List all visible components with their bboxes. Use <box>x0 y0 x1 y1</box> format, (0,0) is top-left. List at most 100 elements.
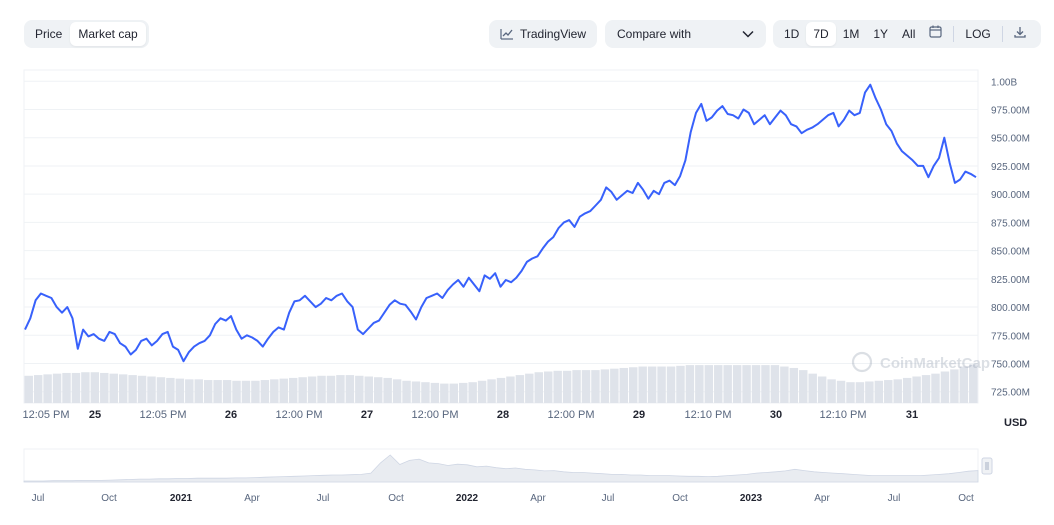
volume-bar <box>562 370 572 403</box>
volume-bar <box>742 365 751 403</box>
range-1m[interactable]: 1M <box>842 27 860 41</box>
volume-bar <box>666 366 676 403</box>
coinmarketcap-logo: CoinMarketCap <box>851 351 990 373</box>
volume-bar <box>629 367 638 403</box>
volume-bar <box>194 379 203 403</box>
x-tick-label: 29 <box>633 409 645 421</box>
volume-bar <box>317 375 326 403</box>
volume-bar <box>251 380 260 403</box>
volume-bar <box>52 373 62 403</box>
range-1d[interactable]: 1D <box>784 27 800 41</box>
compare-with-select[interactable]: Compare with <box>605 20 766 48</box>
volume-bar <box>100 372 109 403</box>
navigator-handle[interactable] <box>981 457 993 475</box>
y-tick-label: 925.00M <box>991 162 1030 173</box>
market-cap-line <box>24 83 977 363</box>
volume-bar <box>147 376 156 403</box>
navigator-tick-label: Oct <box>101 493 117 504</box>
volume-bar <box>619 367 629 403</box>
volume-bar <box>600 369 610 403</box>
tradingview-button[interactable]: TradingView <box>489 20 597 48</box>
volume-bar <box>940 371 950 403</box>
volume-bar <box>817 376 827 403</box>
x-tick-label: 31 <box>906 409 918 421</box>
volume-bar <box>440 383 449 403</box>
y-axis: 1.00B 975.00M 950.00M 925.00M 900.00M 875.00M… <box>991 77 1030 398</box>
volume-bar <box>298 377 307 403</box>
range-all[interactable]: All <box>902 27 916 41</box>
volume-bar <box>279 378 288 403</box>
volume-bar <box>449 383 458 403</box>
volume-bar <box>855 382 865 403</box>
volume-bar <box>685 365 695 403</box>
y-tick-label: 975.00M <box>991 106 1030 117</box>
volume-bar <box>326 375 336 403</box>
x-tick-label: 27 <box>361 409 373 421</box>
navigator-area <box>23 448 979 483</box>
navigator-tick-label: Jul <box>32 493 45 504</box>
volume-bar <box>714 365 723 403</box>
volume-bar <box>222 380 232 403</box>
market-cap-tab[interactable]: Market cap <box>70 22 146 46</box>
range-1y[interactable]: 1Y <box>873 27 889 41</box>
chevron-down-icon <box>742 30 754 38</box>
volume-bar <box>921 375 931 403</box>
plot-frame <box>23 69 979 404</box>
download-icon <box>1014 26 1026 38</box>
y-tick-label: 850.00M <box>991 247 1030 258</box>
range-7d[interactable]: 7D <box>806 22 836 46</box>
volume-bar <box>544 371 553 403</box>
x-tick-label: 12:05 PM <box>22 409 69 421</box>
y-tick-label: 750.00M <box>991 359 1030 370</box>
volume-bar <box>468 382 477 403</box>
volume-bar <box>732 365 742 403</box>
volume-bar <box>392 379 402 403</box>
volume-bar <box>581 370 591 403</box>
navigator-tick-label: 2023 <box>740 493 763 504</box>
navigator-tick-label: Jul <box>888 493 901 504</box>
volume-bar <box>695 365 704 403</box>
volume-bar <box>411 381 421 403</box>
log-scale-toggle[interactable]: LOG <box>965 27 991 41</box>
volume-bar <box>430 382 440 403</box>
volume-bar <box>24 375 33 403</box>
range-navigator[interactable]: Jul Oct 2021 Apr Jul Oct 2022 Apr Jul Oct 2023 Apr J… <box>0 446 1054 516</box>
volume-bar <box>610 368 619 403</box>
price-line <box>24 83 977 363</box>
volume-bar <box>62 372 71 403</box>
volume-bar <box>383 377 392 403</box>
volume-bar <box>969 364 978 403</box>
volume-bar <box>307 376 317 403</box>
volume-bar <box>761 365 770 403</box>
volume-bar <box>185 379 194 403</box>
navigator-tick-label: Oct <box>672 493 688 504</box>
download-button[interactable] <box>1007 22 1033 46</box>
calendar-button[interactable] <box>922 22 949 46</box>
volume-bar <box>43 374 52 403</box>
volume-bar <box>336 375 345 403</box>
volume-bar <box>118 374 128 403</box>
volume-bar <box>874 380 884 403</box>
volume-bar <box>421 382 430 403</box>
currency-label: USD <box>1004 417 1028 429</box>
volume-bar <box>109 373 118 403</box>
volume-bar <box>241 380 251 403</box>
navigator-series <box>23 454 979 483</box>
y-tick-label: 775.00M <box>991 331 1030 342</box>
y-tick-label: 900.00M <box>991 190 1030 201</box>
x-tick-label: 12:00 PM <box>547 409 594 421</box>
volume-bar <box>704 365 714 403</box>
navigator-tick-label: Oct <box>958 493 974 504</box>
volume-bars <box>24 364 978 403</box>
volume-bar <box>260 380 270 403</box>
market-cap-chart[interactable]: CoinMarketCap 1.00B 975.00M 950.00M 925.00M… <box>0 60 1054 500</box>
navigator-tick-label: Oct <box>388 493 404 504</box>
volume-bar <box>232 380 241 403</box>
volume-bar <box>458 382 468 403</box>
volume-bar <box>166 377 175 403</box>
navigator-tick-label: Jul <box>317 493 330 504</box>
volume-bar <box>534 372 544 403</box>
navigator-tick-label: Apr <box>244 493 260 504</box>
volume-bar <box>71 372 81 403</box>
price-tab[interactable]: Price <box>35 27 63 41</box>
